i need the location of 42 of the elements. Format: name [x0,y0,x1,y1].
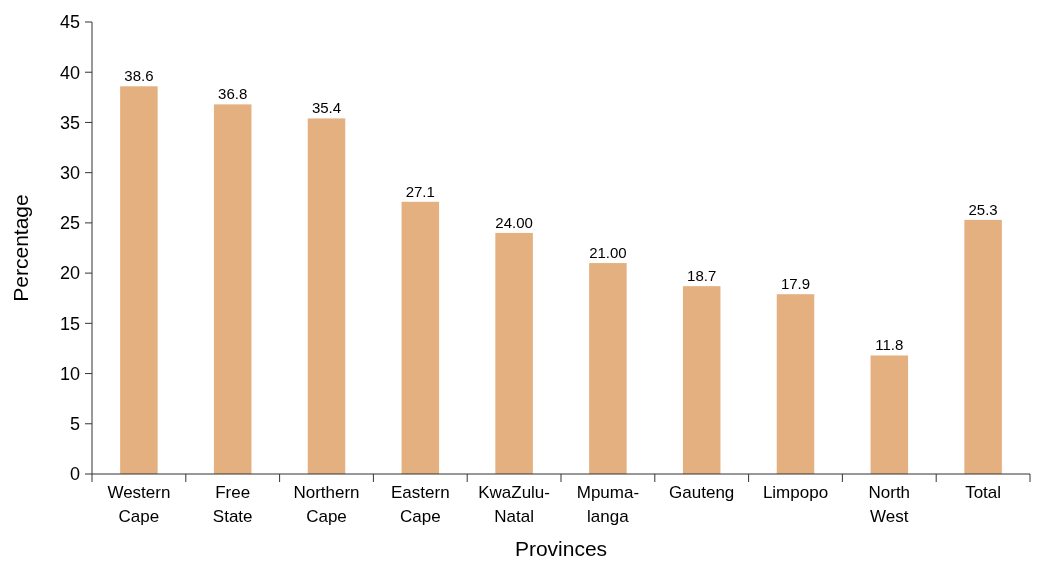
bar [495,232,533,474]
y-tick-label: 30 [59,162,80,183]
y-tick-label: 0 [69,464,80,485]
x-tick-label: Northern Cape [293,483,360,526]
x-tick-label: Western Cape [107,483,171,526]
y-axis-title: Percentage [9,194,32,302]
bar [307,118,346,474]
data-label: 27.1 [405,182,435,200]
bar [589,263,627,474]
y-tick-label: 35 [59,112,80,133]
bar [682,286,721,474]
bar [213,104,252,474]
x-tick-label: Eastern Cape [391,483,450,526]
data-label: 36.8 [218,85,248,103]
data-label: 35.4 [311,99,342,117]
y-tick-label: 5 [69,414,80,435]
data-label: 25.3 [968,200,998,218]
data-label: 21.00 [589,244,627,262]
y-tick-label: 10 [59,363,80,384]
y-tick-label: 25 [59,213,80,234]
y-tick-label: 40 [59,62,80,83]
x-tick-label: Total [965,483,1002,502]
x-tick-label: North West [868,483,911,526]
bar [964,219,1002,474]
x-axis-title: Provinces [514,537,608,560]
data-label: 38.6 [124,67,154,85]
bar [870,355,909,474]
bar [120,86,158,474]
data-label: 17.9 [780,275,811,293]
data-label: 11.8 [875,336,904,354]
x-tick-label: Free State [212,483,253,526]
x-tick-label: Mpuma- langa [576,483,640,526]
bar [401,201,440,474]
y-tick-label: 15 [59,313,80,334]
bar [776,294,815,474]
x-tick-label: Limpopo [762,483,829,502]
x-tick-label: KwaZulu- Natal [478,483,551,526]
data-label: 18.7 [687,267,717,285]
x-tick-label: Gauteng [669,483,735,502]
y-tick-label: 45 [59,12,80,33]
data-label: 24.00 [495,213,533,231]
y-tick-label: 20 [59,263,80,284]
